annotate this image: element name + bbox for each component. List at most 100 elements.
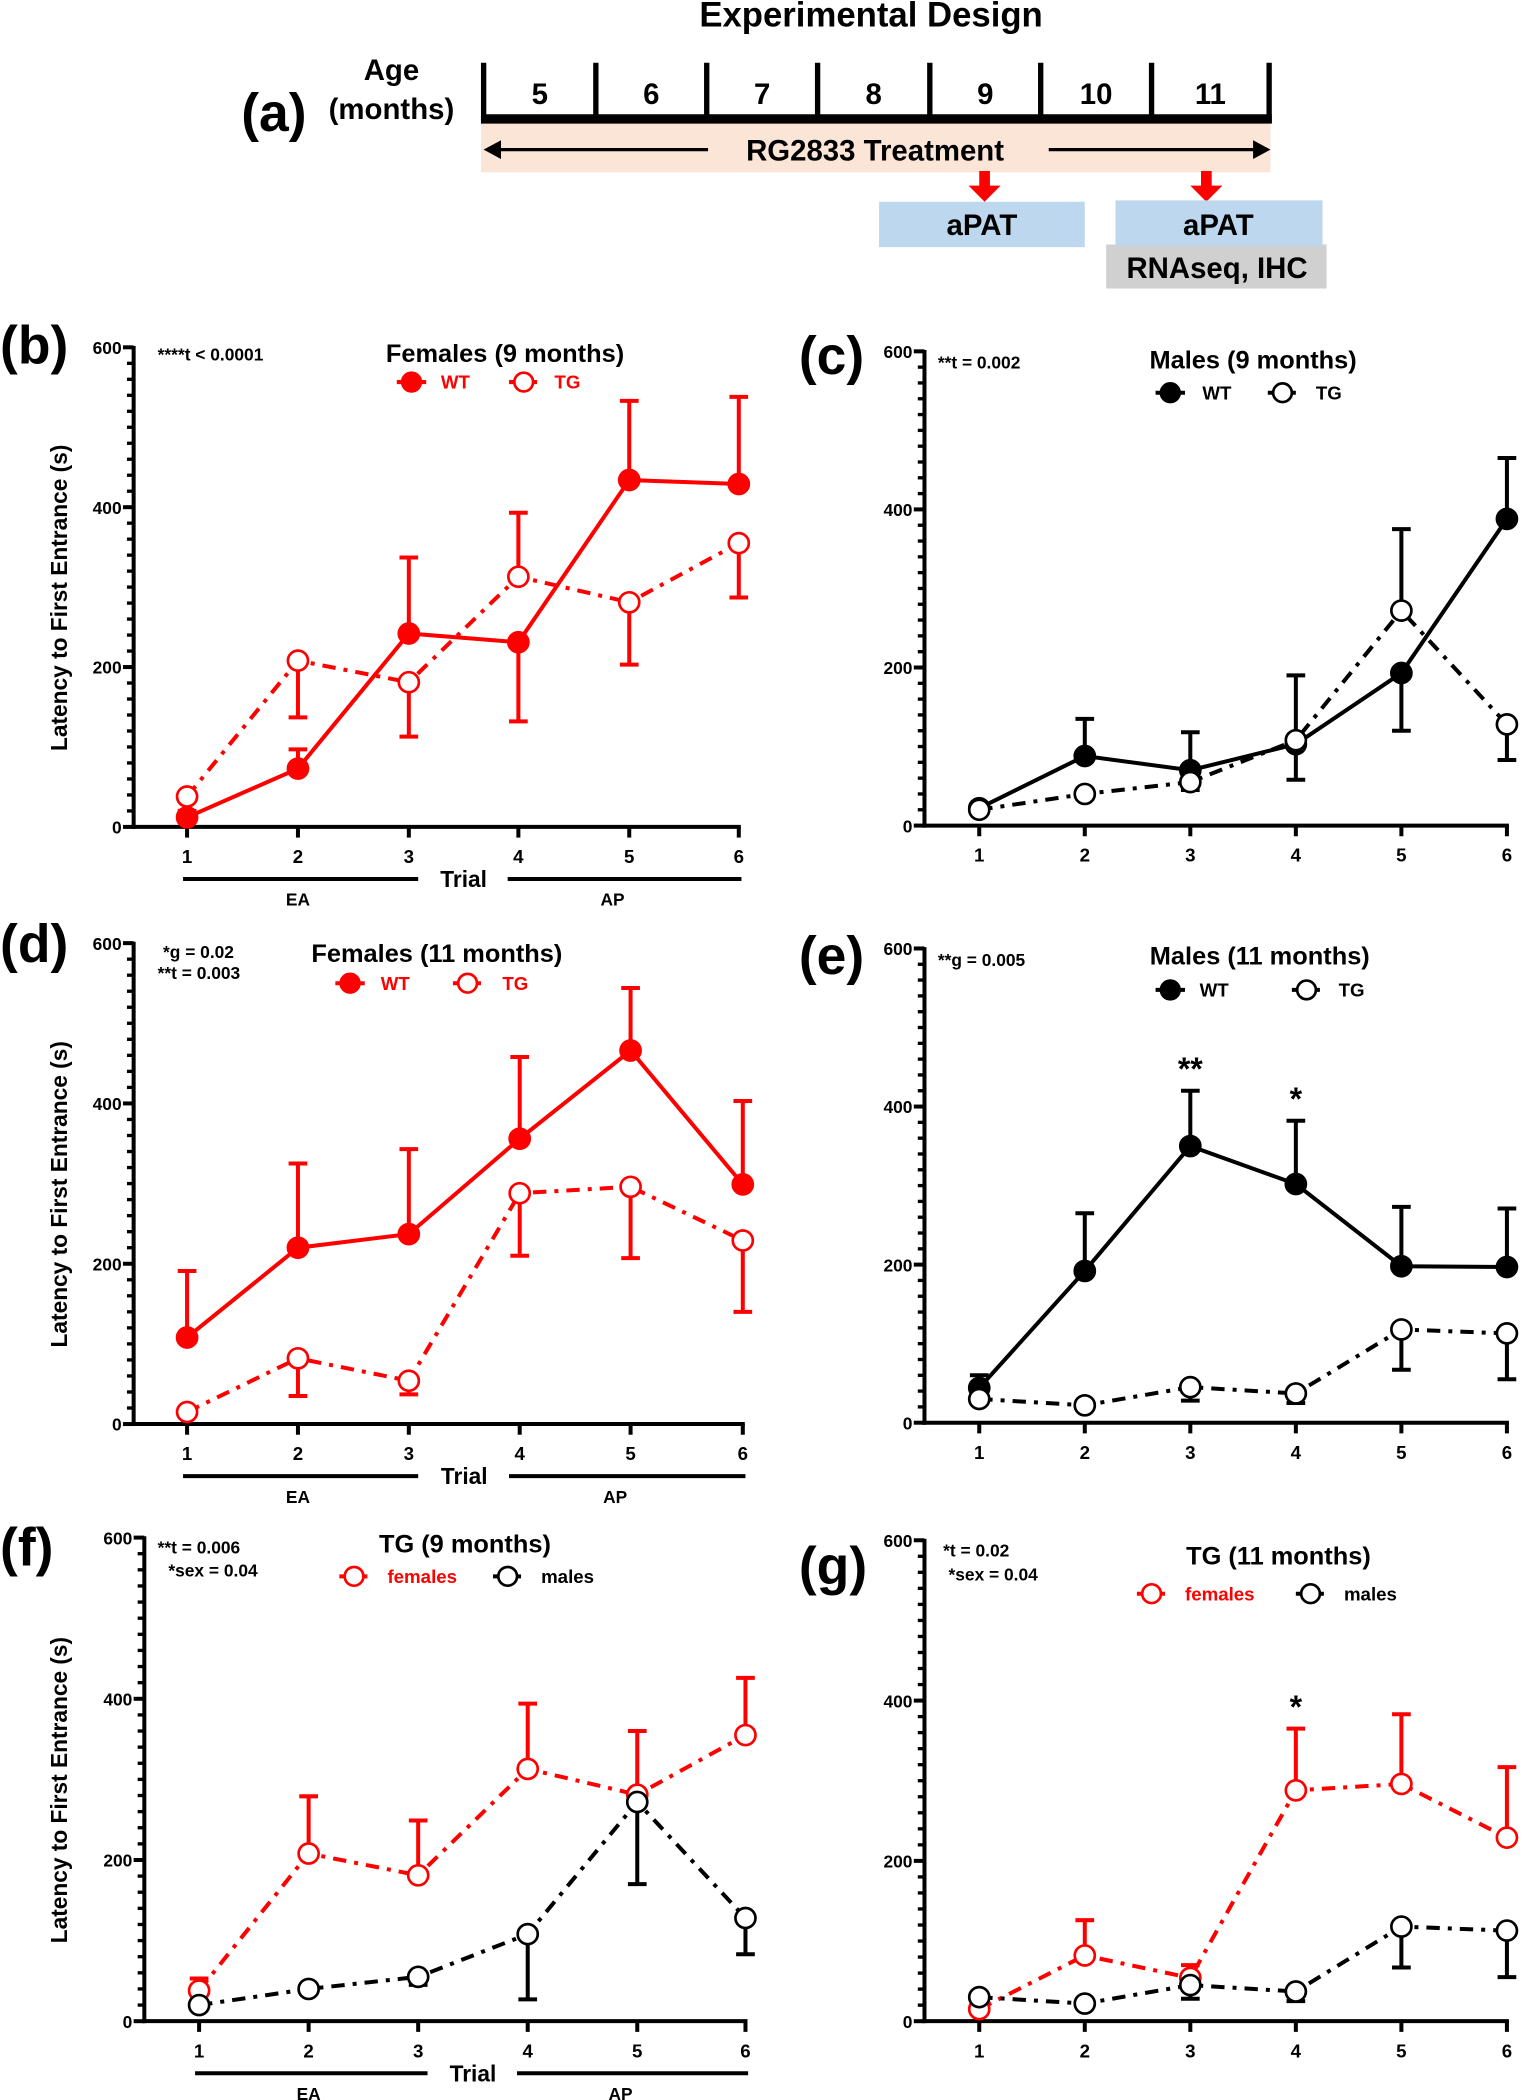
legend-open-circle-icon bbox=[513, 371, 535, 393]
red-arrow-down-icon bbox=[1190, 170, 1223, 202]
series-line-females bbox=[197, 1733, 747, 1992]
x-tick-label: 6 bbox=[1502, 845, 1512, 866]
data-point-WT bbox=[731, 1173, 755, 1196]
data-point-TG bbox=[1495, 713, 1519, 736]
data-point-TG bbox=[619, 1175, 642, 1199]
stats-annotation: *g = 0.02 bbox=[163, 942, 234, 962]
data-point-TG bbox=[1390, 1318, 1413, 1341]
data-point-WT bbox=[397, 622, 421, 645]
red-arrow-down-icon bbox=[968, 170, 1001, 202]
phase-label-ea: EA bbox=[286, 890, 311, 910]
apat-label-9mo: aPAT bbox=[947, 209, 1018, 242]
x-axis-label: Trial bbox=[441, 1463, 488, 1489]
y-tick-label: 0 bbox=[112, 1415, 122, 1435]
series-line-TG bbox=[978, 607, 1509, 812]
stats-annotation: **g = 0.005 bbox=[938, 950, 1026, 970]
month-label: 6 bbox=[643, 78, 659, 111]
y-tick-label: 600 bbox=[883, 1531, 912, 1551]
y-tick-label: 400 bbox=[93, 498, 122, 518]
data-point-males bbox=[1073, 1992, 1097, 2015]
chart-panel: (d) 0 200 400 600 1 2 3 4 5 6 Latency to First Entr… bbox=[0, 915, 755, 1507]
age-label: Age bbox=[364, 54, 420, 87]
y-axis-label: Latency to First Entrance (s) bbox=[46, 445, 72, 751]
series-line-males bbox=[198, 1798, 747, 2008]
legend-label: males bbox=[541, 1566, 594, 1587]
y-tick-label: 600 bbox=[883, 939, 912, 959]
y-tick-label: 200 bbox=[103, 1851, 132, 1871]
data-point-TG bbox=[617, 590, 641, 614]
data-point-TG bbox=[286, 1346, 310, 1370]
timeline: 5 6 7 8 9 10 11 bbox=[480, 62, 1272, 124]
data-point-TG bbox=[1178, 770, 1202, 794]
x-tick-label: 1 bbox=[974, 845, 984, 866]
stats-annotation: **t = 0.003 bbox=[158, 963, 241, 983]
data-point-males bbox=[625, 1790, 649, 1814]
phase-label-ea: EA bbox=[297, 2084, 322, 2100]
series-line-TG bbox=[186, 1184, 744, 1414]
data-point-TG bbox=[967, 798, 991, 822]
phase-label-ea: EA bbox=[286, 1487, 311, 1507]
legend-label: WT bbox=[441, 372, 471, 393]
data-point-WT bbox=[1178, 1134, 1202, 1158]
x-axis-label: Trial bbox=[450, 2060, 497, 2086]
x-tick-label: 4 bbox=[515, 1443, 526, 1464]
month-label: 8 bbox=[866, 78, 882, 111]
x-tick-label: 6 bbox=[734, 846, 744, 867]
x-tick-label: 5 bbox=[1396, 845, 1406, 866]
y-tick-label: 600 bbox=[93, 934, 122, 954]
data-point-WT bbox=[727, 472, 751, 496]
stats-annotation: *sex = 0.04 bbox=[168, 1560, 258, 1580]
data-point-TG bbox=[397, 670, 421, 694]
stats-annotation: ****t < 0.0001 bbox=[158, 345, 264, 365]
y-tick-label: 600 bbox=[103, 1528, 132, 1548]
month-label: 9 bbox=[977, 78, 993, 111]
apat-box-11mo bbox=[1115, 200, 1323, 246]
legend-open-circle-icon bbox=[496, 1565, 519, 1588]
data-point-TG bbox=[507, 565, 530, 589]
treatment-label: RG2833 Treatment bbox=[746, 134, 1004, 167]
data-point-females bbox=[734, 1723, 757, 1747]
y-tick-label: 400 bbox=[103, 1689, 132, 1709]
arrowhead-left-icon bbox=[483, 140, 502, 159]
x-tick-label: 1 bbox=[182, 1443, 192, 1464]
data-point-females bbox=[1073, 1944, 1097, 1967]
x-tick-label: 1 bbox=[974, 2040, 984, 2061]
phase-label-ap: AP bbox=[603, 1487, 627, 1507]
data-point-TG bbox=[1073, 782, 1097, 806]
x-tick-label: 2 bbox=[1080, 1442, 1090, 1463]
y-tick-label: 200 bbox=[93, 658, 122, 678]
x-tick-label: 5 bbox=[1396, 2040, 1406, 2061]
chart-title: TG (11 months) bbox=[1186, 1542, 1371, 1570]
chart-title: TG (9 months) bbox=[379, 1530, 551, 1558]
legend-label: TG bbox=[502, 973, 528, 994]
rnaseq-label: RNAseq, IHC bbox=[1126, 252, 1307, 285]
legend-open-circle-icon bbox=[456, 972, 479, 994]
y-tick-label: 400 bbox=[883, 1691, 912, 1711]
x-tick-label: 4 bbox=[1291, 1442, 1302, 1463]
panel-label: (e) bbox=[799, 927, 864, 986]
data-point-TG bbox=[397, 1369, 421, 1393]
series-line-TG bbox=[185, 541, 740, 798]
series-line-WT bbox=[185, 1047, 745, 1340]
data-point-males bbox=[734, 1906, 757, 1930]
phase-label-ap: AP bbox=[609, 2084, 633, 2100]
legend-filled-circle-icon bbox=[1159, 382, 1181, 404]
data-point-WT bbox=[1495, 507, 1519, 531]
data-point-WT bbox=[617, 468, 641, 492]
data-point-WT bbox=[397, 1222, 421, 1246]
legend-label: WT bbox=[381, 973, 411, 994]
data-point-TG bbox=[508, 1181, 532, 1205]
x-tick-label: 6 bbox=[1502, 2040, 1512, 2061]
data-point-WT bbox=[1073, 1259, 1097, 1283]
data-point-WT bbox=[1390, 1254, 1413, 1278]
chart-panel: (f) 0 200 400 600 1 2 3 4 5 6 Latency to First Entr… bbox=[0, 1519, 757, 2100]
x-tick-label: 6 bbox=[738, 1443, 748, 1464]
data-point-TG bbox=[1073, 1393, 1097, 1417]
month-label: 5 bbox=[532, 78, 548, 111]
month-label: 10 bbox=[1080, 78, 1113, 111]
data-point-TG bbox=[1284, 1382, 1308, 1405]
x-tick-label: 1 bbox=[194, 2040, 204, 2061]
data-point-males bbox=[187, 1993, 211, 2017]
data-point-TG bbox=[1284, 728, 1308, 752]
y-tick-label: 0 bbox=[903, 816, 913, 836]
